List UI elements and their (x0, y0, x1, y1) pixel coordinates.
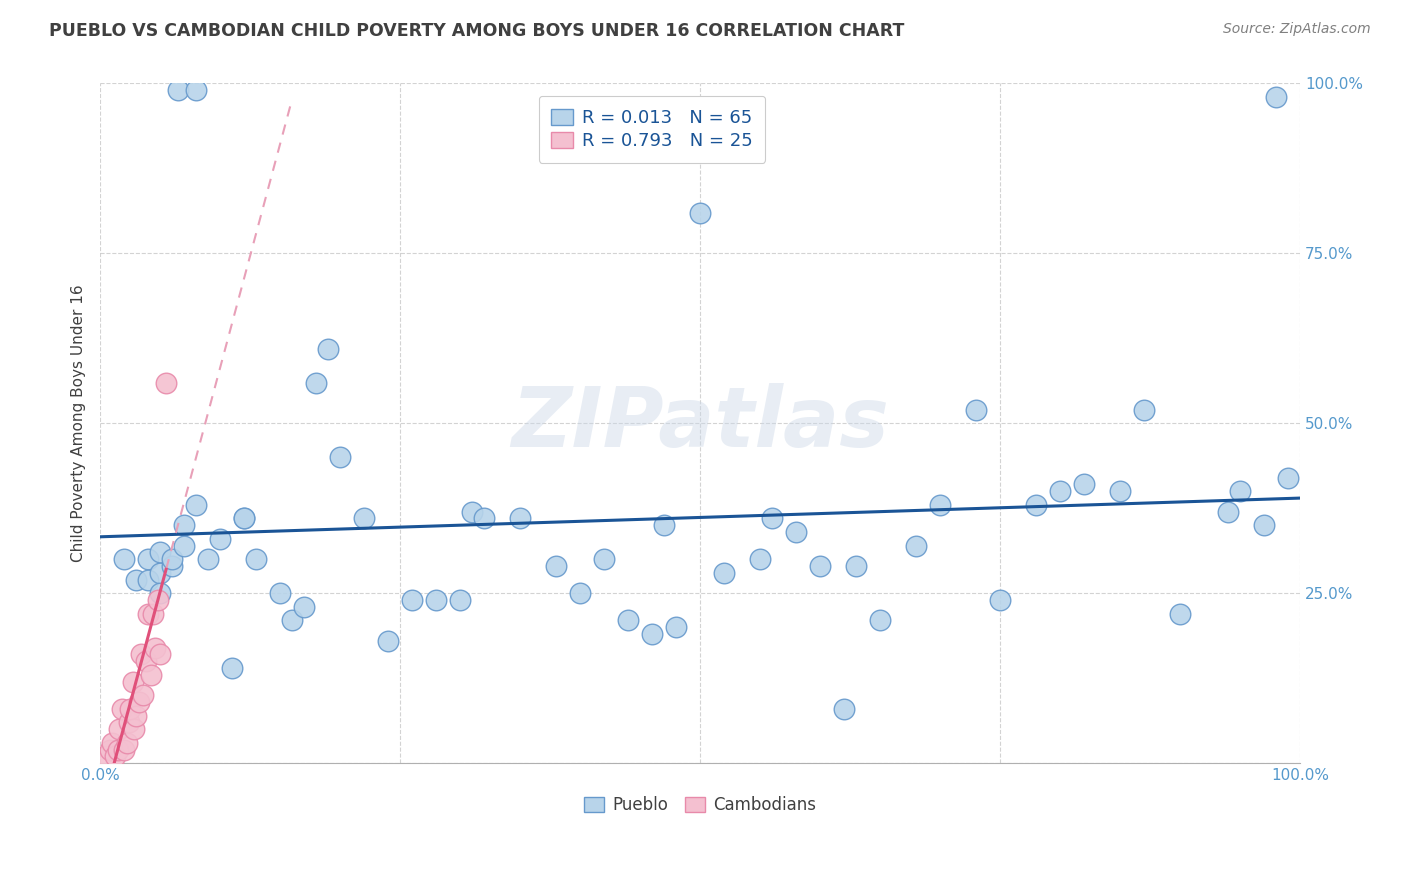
Point (112, 552, 135, 566)
Point (142, 607, 165, 621)
Point (749, 552, 772, 566)
Text: ZIPatlas: ZIPatlas (512, 383, 889, 464)
Point (1025, 498, 1047, 512)
Point (112, 742, 135, 756)
Point (449, 593, 471, 607)
Point (425, 593, 447, 607)
Point (808, 559, 831, 574)
Point (785, 524, 807, 539)
Text: Source: ZipAtlas.com: Source: ZipAtlas.com (1223, 22, 1371, 37)
Point (1133, 402, 1156, 417)
Point (401, 593, 423, 607)
Point (128, 695, 150, 709)
Point (221, 661, 243, 675)
Point (472, 511, 495, 525)
Point (149, 566, 172, 580)
Point (136, 552, 159, 566)
Point (136, 573, 159, 587)
Point (689, 205, 711, 219)
Point (713, 566, 735, 580)
Point (1265, 90, 1288, 104)
Point (869, 614, 891, 628)
Point (120, 702, 142, 716)
Point (160, 559, 183, 574)
Point (1168, 607, 1191, 621)
Point (121, 674, 143, 689)
Point (845, 559, 868, 574)
Point (988, 593, 1011, 607)
Point (641, 627, 664, 641)
Point (160, 552, 183, 566)
Point (617, 614, 640, 628)
Point (173, 518, 195, 533)
Point (269, 586, 291, 600)
Point (143, 640, 166, 655)
Point (125, 708, 148, 723)
Legend: Pueblo, Cambodians: Pueblo, Cambodians (575, 789, 824, 822)
Point (139, 667, 162, 681)
Point (132, 688, 155, 702)
Point (101, 736, 124, 750)
Point (167, 83, 190, 97)
Point (149, 648, 172, 662)
Text: PUEBLO VS CAMBODIAN CHILD POVERTY AMONG BOYS UNDER 16 CORRELATION CHART: PUEBLO VS CAMBODIAN CHILD POVERTY AMONG … (49, 22, 904, 40)
Point (652, 518, 675, 533)
Point (149, 545, 172, 559)
Point (461, 505, 484, 519)
Point (98, 742, 121, 756)
Point (155, 376, 177, 390)
Point (245, 552, 267, 566)
Point (197, 552, 219, 566)
Point (761, 511, 783, 525)
Point (832, 702, 855, 716)
Point (125, 573, 148, 587)
Point (184, 83, 207, 97)
Point (665, 620, 688, 634)
Point (569, 586, 592, 600)
Point (122, 722, 145, 736)
Point (929, 498, 952, 512)
Point (1253, 518, 1275, 533)
Point (1277, 470, 1299, 484)
Point (292, 599, 315, 614)
Point (1216, 505, 1239, 519)
Point (111, 702, 134, 716)
Point (377, 633, 399, 648)
Point (149, 586, 172, 600)
Point (233, 511, 256, 525)
Point (209, 532, 232, 546)
Point (118, 715, 141, 730)
Point (136, 607, 159, 621)
Point (546, 559, 568, 574)
Point (509, 511, 531, 525)
Point (108, 722, 131, 736)
Point (107, 742, 129, 756)
Point (305, 376, 328, 390)
Point (905, 539, 928, 553)
Point (94, 749, 117, 764)
Point (1229, 484, 1251, 499)
Point (329, 450, 352, 465)
Point (233, 511, 256, 525)
Point (184, 498, 207, 512)
Point (103, 749, 125, 764)
Point (593, 552, 616, 566)
Point (965, 402, 987, 417)
Point (173, 539, 195, 553)
Point (135, 654, 157, 668)
Point (146, 593, 169, 607)
Point (353, 511, 375, 525)
Point (115, 736, 138, 750)
Y-axis label: Child Poverty Among Boys Under 16: Child Poverty Among Boys Under 16 (72, 285, 86, 562)
Point (1109, 484, 1132, 499)
Point (129, 648, 152, 662)
Point (316, 342, 339, 356)
Point (1049, 484, 1071, 499)
Point (1073, 477, 1095, 491)
Point (281, 614, 304, 628)
